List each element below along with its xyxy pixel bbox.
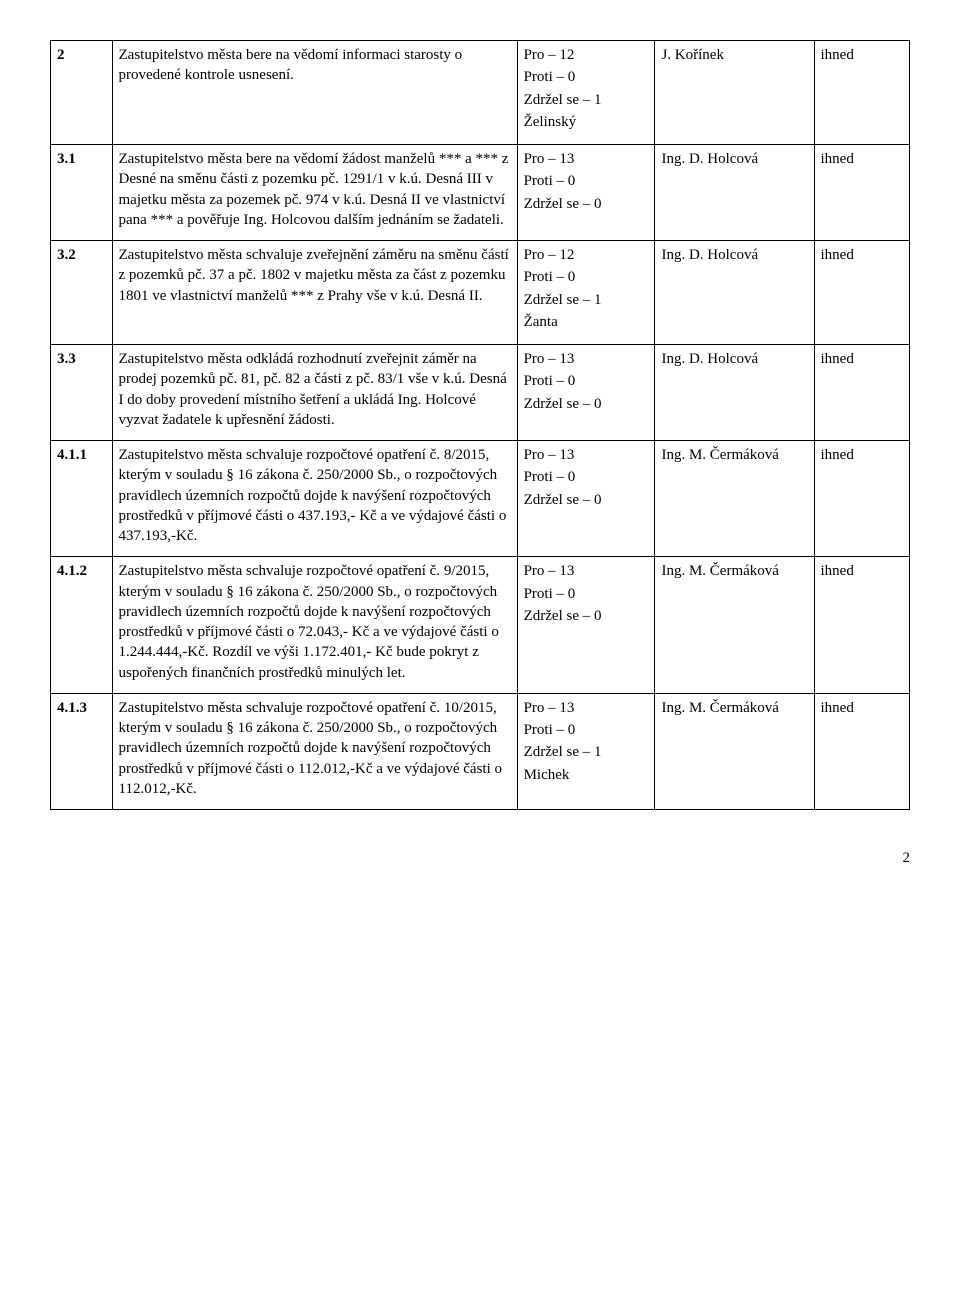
vote-line: Proti – 0 <box>524 267 649 287</box>
table-row: 2Zastupitelstvo města bere na vědomí inf… <box>51 41 910 145</box>
vote-line: Proti – 0 <box>524 720 649 740</box>
vote-line: Pro – 13 <box>524 349 649 369</box>
vote-line: Pro – 13 <box>524 149 649 169</box>
vote-line: Proti – 0 <box>524 467 649 487</box>
vote-line: Michek <box>524 765 649 785</box>
table-row: 4.1.3Zastupitelstvo města schvaluje rozp… <box>51 693 910 809</box>
row-votes: Pro – 12Proti – 0 Zdržel se – 1Žanta <box>517 241 655 345</box>
row-term: ihned <box>814 557 909 694</box>
row-description: Zastupitelstvo města schvaluje rozpočtov… <box>112 557 517 694</box>
row-votes: Pro – 13Proti – 0 Zdržel se – 0 <box>517 145 655 241</box>
vote-line: Zdržel se – 1 <box>524 742 649 762</box>
row-description: Zastupitelstvo města schvaluje rozpočtov… <box>112 693 517 809</box>
row-term: ihned <box>814 241 909 345</box>
table-row: 4.1.1Zastupitelstvo města schvaluje rozp… <box>51 441 910 557</box>
row-description: Zastupitelstvo města bere na vědomí info… <box>112 41 517 145</box>
row-person: Ing. M. Čermáková <box>655 441 814 557</box>
row-number: 4.1.1 <box>51 441 113 557</box>
vote-line: Zdržel se – 1 <box>524 90 649 110</box>
vote-line: Pro – 12 <box>524 45 649 65</box>
table-row: 4.1.2Zastupitelstvo města schvaluje rozp… <box>51 557 910 694</box>
vote-line: Pro – 13 <box>524 445 649 465</box>
row-votes: Pro – 13Proti – 0Zdržel se – 1 Michek <box>517 693 655 809</box>
row-description: Zastupitelstvo města bere na vědomí žádo… <box>112 145 517 241</box>
row-description: Zastupitelstvo města schvaluje zveřejněn… <box>112 241 517 345</box>
row-number: 2 <box>51 41 113 145</box>
row-description: Zastupitelstvo města odkládá rozhodnutí … <box>112 345 517 441</box>
row-number: 3.3 <box>51 345 113 441</box>
resolutions-table: 2Zastupitelstvo města bere na vědomí inf… <box>50 40 910 810</box>
row-number: 3.1 <box>51 145 113 241</box>
row-term: ihned <box>814 345 909 441</box>
vote-line: Pro – 13 <box>524 698 649 718</box>
row-person: Ing. D. Holcová <box>655 241 814 345</box>
row-votes: Pro – 13Proti – 0 Zdržel se – 0 <box>517 441 655 557</box>
row-number: 3.2 <box>51 241 113 345</box>
row-person: Ing. D. Holcová <box>655 345 814 441</box>
vote-line: Zdržel se – 0 <box>524 194 649 214</box>
row-person: Ing. D. Holcová <box>655 145 814 241</box>
row-term: ihned <box>814 693 909 809</box>
vote-line: Želinský <box>524 112 649 132</box>
row-person: Ing. M. Čermáková <box>655 693 814 809</box>
vote-line: Zdržel se – 0 <box>524 606 649 626</box>
row-votes: Pro – 13 Proti – 0Zdržel se – 0 <box>517 557 655 694</box>
vote-line: Proti – 0 <box>524 67 649 87</box>
table-row: 3.1Zastupitelstvo města bere na vědomí ž… <box>51 145 910 241</box>
row-votes: Pro – 13Proti – 0 Zdržel se – 0 <box>517 345 655 441</box>
vote-line: Žanta <box>524 312 649 332</box>
vote-line: Proti – 0 <box>524 171 649 191</box>
vote-line: Proti – 0 <box>524 584 649 604</box>
row-term: ihned <box>814 441 909 557</box>
table-row: 3.3Zastupitelstvo města odkládá rozhodnu… <box>51 345 910 441</box>
vote-line: Zdržel se – 1 <box>524 290 649 310</box>
vote-line: Pro – 12 <box>524 245 649 265</box>
row-term: ihned <box>814 41 909 145</box>
row-votes: Pro – 12Proti – 0 Zdržel se – 1Želinský <box>517 41 655 145</box>
vote-line: Proti – 0 <box>524 371 649 391</box>
row-number: 4.1.3 <box>51 693 113 809</box>
row-number: 4.1.2 <box>51 557 113 694</box>
vote-line: Pro – 13 <box>524 561 649 581</box>
row-person: Ing. M. Čermáková <box>655 557 814 694</box>
row-person: J. Kořínek <box>655 41 814 145</box>
vote-line: Zdržel se – 0 <box>524 490 649 510</box>
table-row: 3.2Zastupitelstvo města schvaluje zveřej… <box>51 241 910 345</box>
row-description: Zastupitelstvo města schvaluje rozpočtov… <box>112 441 517 557</box>
vote-line: Zdržel se – 0 <box>524 394 649 414</box>
row-term: ihned <box>814 145 909 241</box>
page-number: 2 <box>50 850 910 867</box>
